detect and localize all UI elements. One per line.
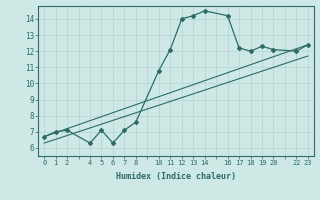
- X-axis label: Humidex (Indice chaleur): Humidex (Indice chaleur): [116, 172, 236, 181]
